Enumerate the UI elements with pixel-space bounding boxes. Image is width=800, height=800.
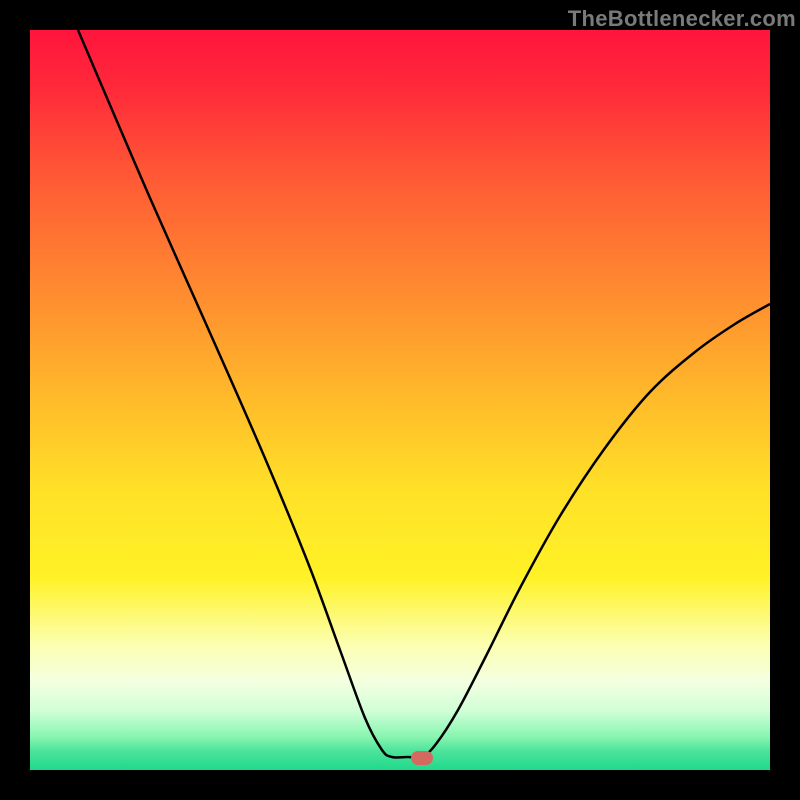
highlight-marker [411,751,433,765]
plot-svg [30,30,770,770]
plot-background [30,30,770,770]
plot-area [30,30,770,770]
watermark-text: TheBottlenecker.com [568,6,796,32]
highlight-marker-svg [411,751,433,765]
